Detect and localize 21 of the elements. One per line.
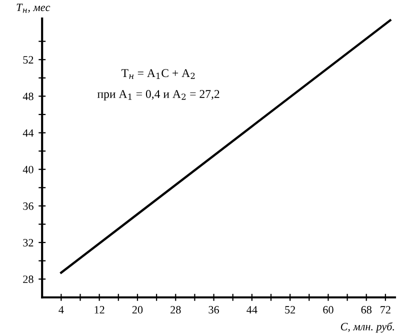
- y-tick-label: 32: [23, 238, 34, 246]
- y-tick-label: 28: [23, 276, 34, 284]
- x-tick-label: 44: [246, 306, 258, 314]
- y-axis-title: T$_{н}$, мес: [16, 4, 50, 13]
- x-tick-label: 4: [58, 306, 64, 314]
- y-tick-label: 52: [23, 56, 34, 64]
- x-tick-label: 60: [323, 306, 334, 314]
- x-tick-label: 36: [208, 306, 219, 314]
- x-tick-label: 20: [132, 306, 143, 314]
- x-tick-label: 52: [285, 306, 296, 314]
- x-tick-label: 72: [380, 306, 390, 314]
- y-tick-label: 44: [22, 129, 34, 137]
- y-tick-label: 48: [22, 92, 34, 100]
- x-tick-label: 68: [361, 306, 372, 314]
- y-tick-label: 40: [22, 166, 34, 174]
- x-tick-label: 28: [170, 306, 181, 314]
- x-axis-title: C, млн. руб.: [340, 322, 394, 333]
- annotation: при A$_{1}$ = 0,4 и A$_{2}$ = 27,2: [97, 90, 220, 100]
- y-tick-label: 36: [23, 202, 34, 210]
- annotation: T$_{н}$ = A$_{1}$C + A$_{2}$: [122, 69, 195, 79]
- x-tick-label: 12: [94, 306, 104, 314]
